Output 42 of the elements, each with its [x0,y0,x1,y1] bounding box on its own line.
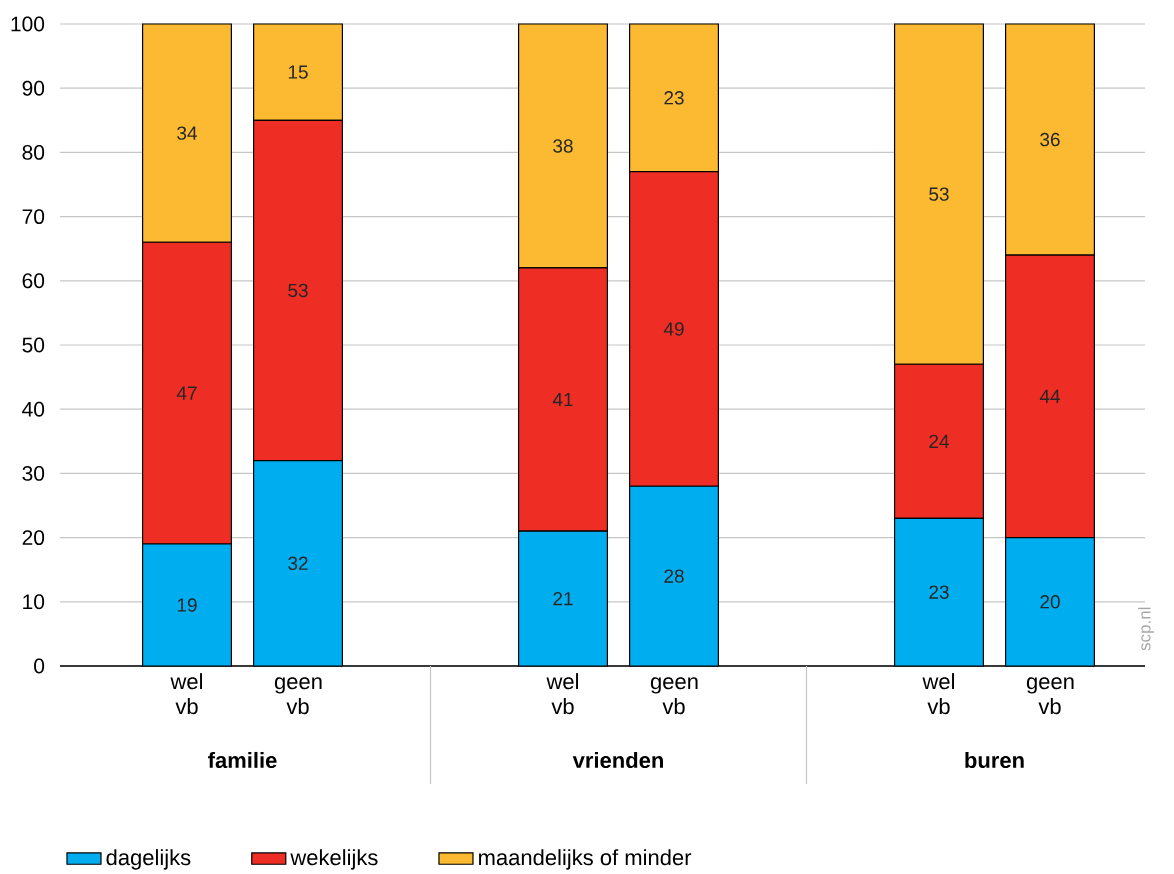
y-tick-label: 30 [22,465,45,481]
data-label: 34 [177,126,197,140]
data-label: 21 [553,591,573,606]
data-label: 49 [663,322,684,336]
y-tick-label: 50 [22,337,45,353]
data-label: 36 [1040,132,1060,147]
y-tick-label: 70 [22,209,45,225]
text: buren [965,751,1024,769]
data-label: 19 [177,598,197,612]
y-tick-label: 90 [22,80,45,96]
data-label: 28 [664,569,684,583]
data-label: 20 [1040,595,1060,609]
data-label: 15 [288,65,308,79]
y-tick-label: 20 [22,530,45,546]
data-label: 24 [929,434,949,448]
x-tick-label: wel vb [922,673,954,715]
annotation: scp.nl [1138,607,1154,651]
data-label: 23 [929,585,949,599]
data-label: 53 [929,187,949,201]
text: vrienden [572,751,663,769]
data-label: 44 [1039,389,1060,403]
x-tick-label: wel vb [170,673,203,715]
legend-label: dagelijks [106,849,191,870]
y-tick-label: 10 [23,594,45,610]
x-tick-label: geen vb [650,677,698,715]
data-label: 23 [664,91,684,105]
y-tick-label: 100 [11,16,45,32]
data-label: 41 [552,393,573,407]
data-label: 47 [176,386,197,400]
legend-label: wekelijks [290,849,378,870]
data-label: 38 [553,139,573,153]
x-tick-label: geen vb [274,677,322,715]
data-label: 53 [288,283,308,298]
x-tick-label: geen vb [1026,677,1074,715]
y-tick-label: 0 [34,658,45,674]
legend-label: maandelijks of minder [479,849,692,870]
text: familie [208,751,277,769]
y-tick-label: 40 [22,401,45,417]
x-tick-label: wel vb [546,673,579,715]
y-tick-label: 60 [22,273,45,289]
data-label: 32 [288,556,308,571]
y-tick-label: 80 [22,144,45,160]
